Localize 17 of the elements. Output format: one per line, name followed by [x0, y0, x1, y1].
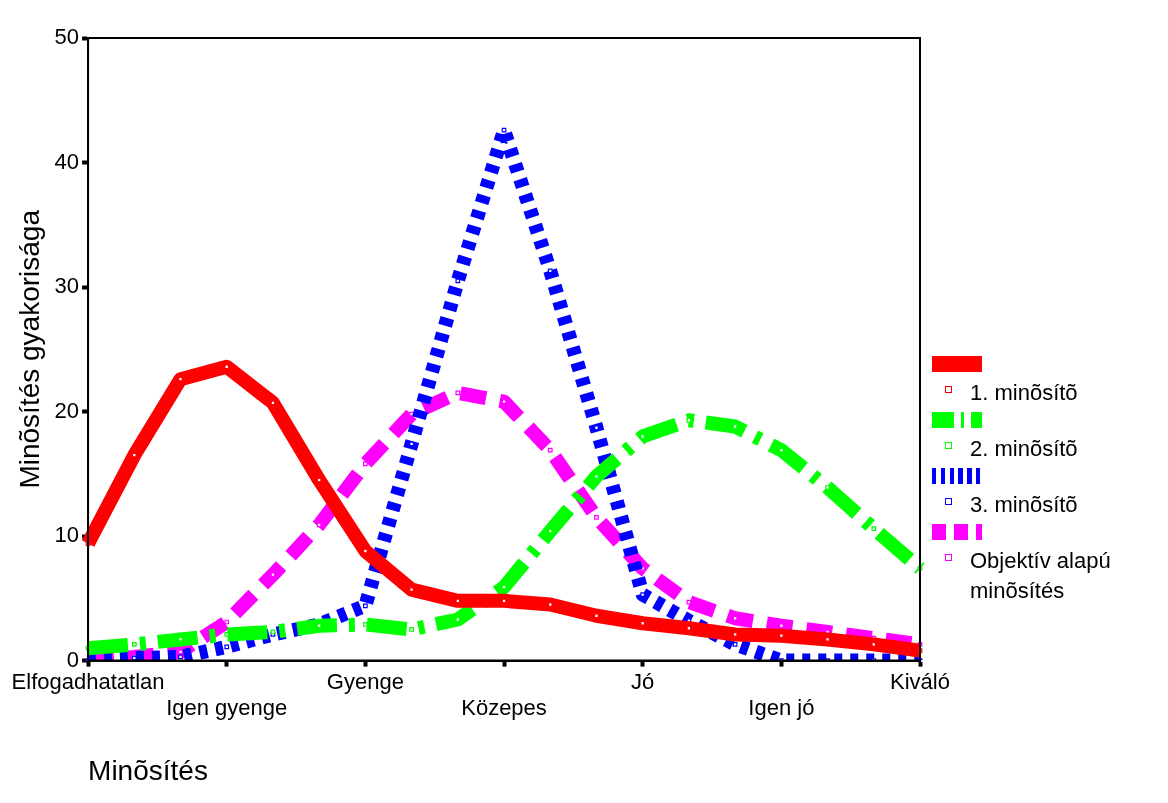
x-tick-label: Igen jó	[748, 695, 815, 721]
x-tick-label: Igen gyenge	[166, 695, 288, 721]
y-axis-title: Minõsítés gyakorisága	[13, 209, 45, 489]
y-tick-label: 40	[54, 148, 80, 174]
legend-label: Objektív alapú minõsítés	[970, 547, 1112, 605]
y-tick-label: 20	[54, 397, 80, 423]
x-axis-title: Minõsítés	[88, 754, 208, 786]
legend-label: 1. minõsítõ	[970, 379, 1078, 407]
y-tick-label: 50	[54, 24, 80, 50]
x-tick-label: Jó	[631, 668, 655, 694]
x-tick-label: Kiváló	[890, 668, 950, 694]
x-tick-label: Gyenge	[326, 668, 404, 694]
legend-label: 3. minõsítõ	[970, 491, 1078, 519]
y-tick-label: 30	[54, 273, 80, 299]
x-tick-label: Közepes	[461, 695, 547, 721]
y-tick-label: 10	[54, 522, 80, 548]
legend-label: 2. minõsítõ	[970, 435, 1078, 463]
